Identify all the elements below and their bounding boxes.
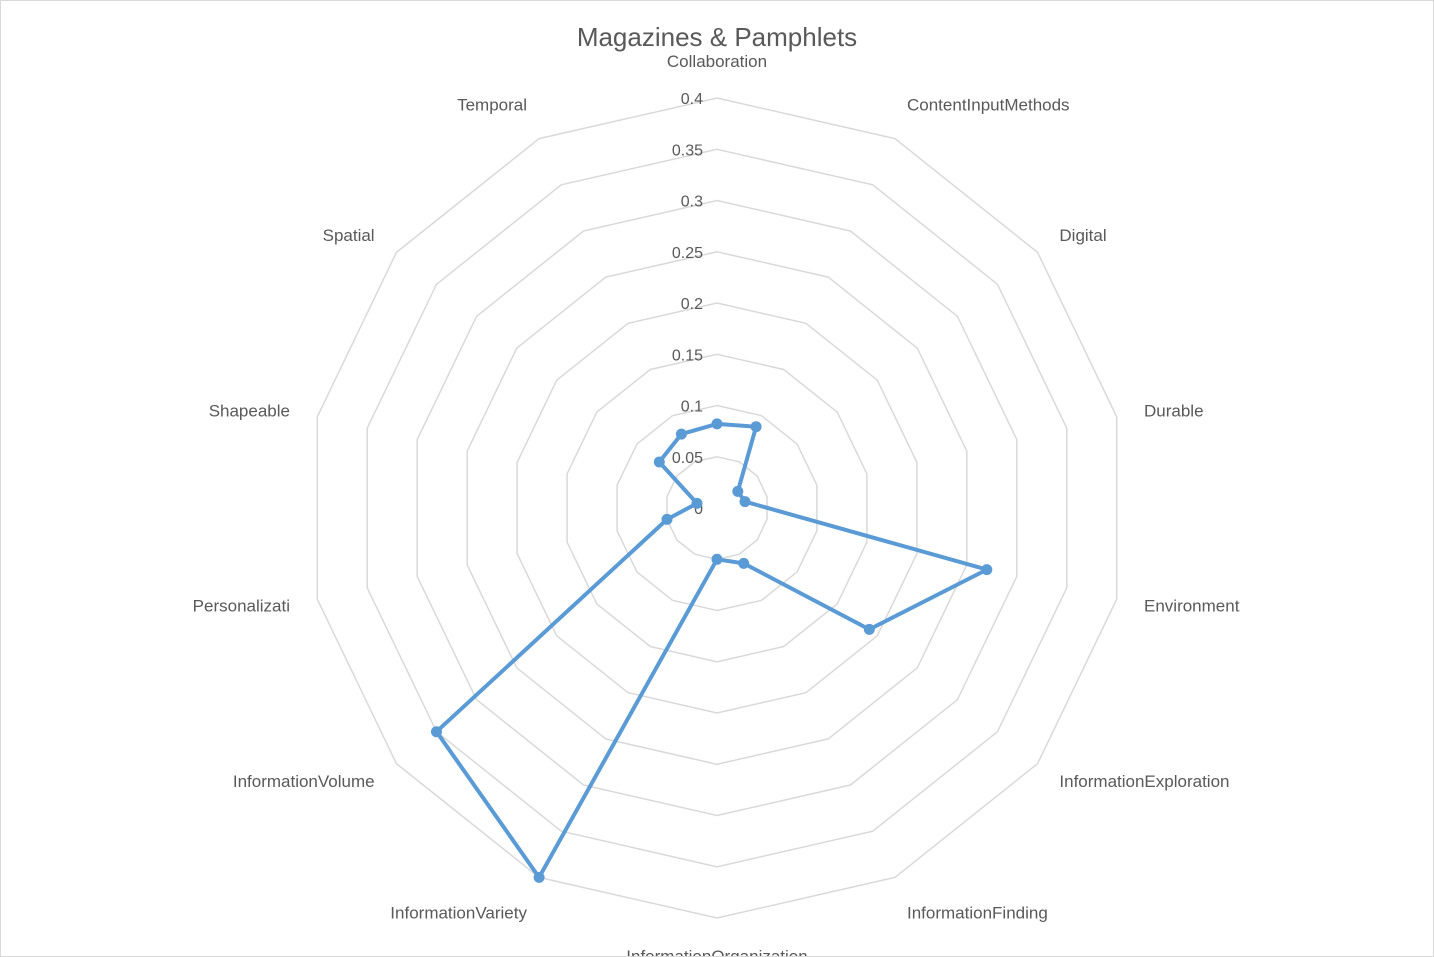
category-label: Personalizati <box>193 597 290 616</box>
grid-ring <box>666 456 768 561</box>
tick-label: 0.2 <box>681 296 703 313</box>
tick-label: 0.15 <box>672 347 703 364</box>
category-label: InformationExploration <box>1059 772 1229 791</box>
data-point <box>675 428 687 440</box>
category-label: Digital <box>1059 226 1106 245</box>
grid-ring <box>416 199 1018 817</box>
data-point <box>691 497 703 509</box>
tick-label: 0.35 <box>672 142 703 159</box>
category-label: Spatial <box>323 226 375 245</box>
grid-ring <box>616 404 818 612</box>
data-point <box>533 871 545 883</box>
category-label-layer: Collaboration ContentInputMethods Digital D… <box>193 52 1240 956</box>
data-point <box>732 485 744 497</box>
category-label: InformationVolume <box>233 772 375 791</box>
tick-label-layer: 0 0.05 0.1 0.15 0.2 0.25 0.3 0.35 0.4 <box>672 91 703 518</box>
tick-label: 0 <box>694 501 703 518</box>
series-layer <box>431 418 993 883</box>
category-label: Collaboration <box>667 52 767 71</box>
data-point <box>738 557 750 569</box>
chart-title: Magazines & Pamphlets <box>577 22 857 52</box>
series-line <box>434 421 989 880</box>
category-label: Durable <box>1144 402 1204 421</box>
data-point <box>750 421 762 433</box>
category-label: InformationFinding <box>907 904 1048 923</box>
tick-label: 0.05 <box>672 450 703 467</box>
data-point <box>739 496 751 508</box>
category-label: InformationVariety <box>390 904 527 923</box>
grid-ring <box>566 353 868 663</box>
data-point <box>653 456 665 468</box>
data-point <box>711 553 723 565</box>
tick-label: 0.4 <box>681 91 703 108</box>
grid-ring <box>316 97 1118 919</box>
tick-label: 0.1 <box>681 399 703 416</box>
category-label: Shapeable <box>209 402 290 421</box>
data-point <box>863 623 875 635</box>
category-label: InformationOrganization <box>626 947 807 956</box>
category-label: ContentInputMethods <box>907 95 1070 114</box>
grid-ring <box>366 148 1068 868</box>
tick-label: 0.25 <box>672 245 703 262</box>
data-point <box>431 726 442 738</box>
data-point <box>711 418 723 430</box>
category-label: Temporal <box>457 95 527 114</box>
grid-ring <box>466 251 968 766</box>
category-label: Environment <box>1144 597 1240 616</box>
grid-ring <box>516 302 918 714</box>
tick-label: 0.3 <box>681 194 703 211</box>
data-point <box>661 513 673 525</box>
grid-layer <box>316 97 1118 919</box>
data-point <box>981 564 993 576</box>
